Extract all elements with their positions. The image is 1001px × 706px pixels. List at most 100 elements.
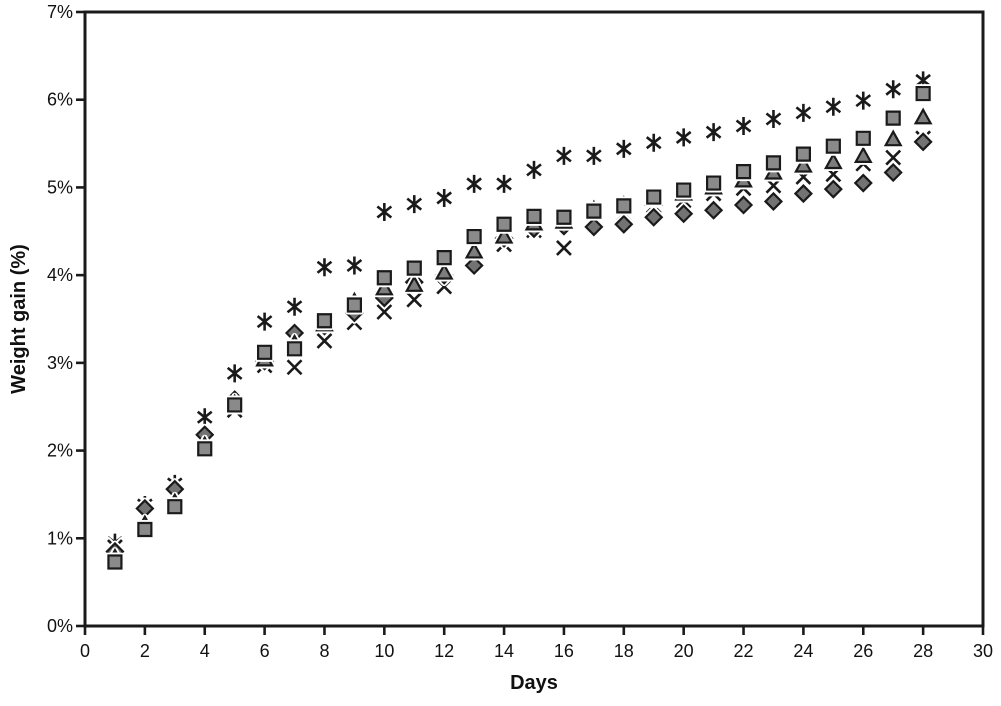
x-tick-label: 26 (853, 641, 873, 661)
x-tick-label: 24 (793, 641, 813, 661)
square-marker (915, 85, 931, 102)
square-marker (406, 260, 422, 276)
diamond-marker (793, 184, 813, 204)
x-tick-label: 6 (260, 641, 270, 661)
star-marker (436, 188, 453, 207)
star-marker (675, 128, 692, 147)
square-marker (855, 130, 871, 146)
x-tick-label: 16 (554, 641, 574, 661)
x-tick-label: 20 (674, 641, 694, 661)
x-tick-label: 2 (140, 641, 150, 661)
star-marker (496, 174, 512, 193)
star-marker (825, 97, 842, 116)
y-tick-label: 1% (47, 528, 73, 548)
star-marker (466, 174, 482, 193)
square-marker (197, 441, 213, 457)
y-tick-label: 6% (47, 90, 73, 110)
triangle-marker (374, 278, 394, 296)
diamond-marker (464, 255, 484, 276)
x-marker (286, 359, 303, 376)
star-marker (795, 103, 812, 122)
diamond-marker (584, 217, 604, 237)
triangle-marker (913, 107, 933, 125)
star-marker (316, 258, 333, 277)
square-marker (137, 521, 153, 538)
triangle-marker (794, 155, 813, 173)
x-axis-title: Days (510, 672, 558, 694)
star-marker (615, 139, 632, 158)
square-marker (346, 297, 362, 313)
star-marker (256, 312, 273, 331)
y-tick-label: 5% (47, 177, 73, 197)
square-marker (436, 250, 452, 266)
star-marker (196, 408, 213, 427)
square-marker (885, 110, 901, 126)
axis-tick-labels: 0 2 4 6 8 10 12 14 16 18 20 22 24 26 28 300%1%2%3%4%5%6… (47, 2, 993, 661)
diamond-marker (823, 179, 843, 199)
triangle-marker (494, 226, 514, 244)
triangle-marker (434, 262, 454, 280)
square-series (105, 84, 933, 572)
square-marker (167, 499, 183, 515)
star-marker (286, 297, 303, 316)
star-marker (406, 195, 423, 214)
star-marker (586, 146, 602, 165)
diamond-marker (644, 207, 664, 227)
square-marker (107, 554, 123, 570)
diamond-marker (704, 200, 724, 220)
square-marker (735, 164, 752, 180)
x-tick-label: 30 (973, 641, 993, 661)
star-marker (346, 256, 363, 275)
star-series (104, 68, 934, 555)
square-marker (795, 146, 811, 162)
square-marker (556, 209, 572, 225)
x-marker (316, 333, 333, 349)
star-marker (526, 160, 542, 179)
square-marker (526, 208, 542, 224)
triangle-marker (464, 241, 484, 259)
triangle-marker (404, 275, 424, 292)
x-marker (556, 240, 572, 256)
x-tick-label: 0 (80, 641, 90, 661)
triangle-marker (823, 152, 843, 170)
square-marker (616, 198, 632, 214)
y-tick-label: 4% (47, 265, 73, 285)
y-tick-label: 3% (47, 353, 73, 373)
square-marker (825, 138, 841, 154)
x-marker (376, 304, 393, 320)
y-tick-label: 2% (47, 441, 73, 461)
x-tick-label: 12 (434, 641, 454, 661)
square-marker (286, 341, 303, 357)
square-marker (646, 189, 662, 205)
x-marker (885, 149, 902, 166)
x-tick-label: 8 (319, 641, 329, 661)
star-marker (645, 133, 662, 152)
x-tick-label: 28 (913, 641, 933, 661)
x-tick-label: 18 (614, 641, 634, 661)
x-tick-label: 10 (374, 641, 394, 661)
square-marker (466, 228, 482, 245)
y-tick-label: 7% (47, 2, 73, 22)
star-marker (705, 123, 722, 142)
star-marker (376, 202, 393, 221)
square-marker (376, 270, 392, 286)
diamond-marker (853, 173, 873, 193)
plot-area (83, 10, 985, 628)
square-marker (676, 182, 692, 198)
star-marker (226, 364, 243, 383)
square-marker (706, 175, 722, 191)
triangle-marker (883, 129, 903, 147)
square-marker (765, 155, 782, 171)
axis-ticks (76, 10, 985, 635)
star-marker (885, 80, 902, 99)
x-marker (406, 291, 423, 308)
star-marker (735, 117, 752, 136)
y-axis-title: Weight gain (%) (8, 244, 30, 394)
x-tick-label: 4 (200, 641, 210, 661)
x-tick-label: 14 (494, 641, 514, 661)
diamond-marker (733, 195, 754, 215)
diamond-marker (763, 191, 784, 212)
square-marker (586, 203, 602, 219)
